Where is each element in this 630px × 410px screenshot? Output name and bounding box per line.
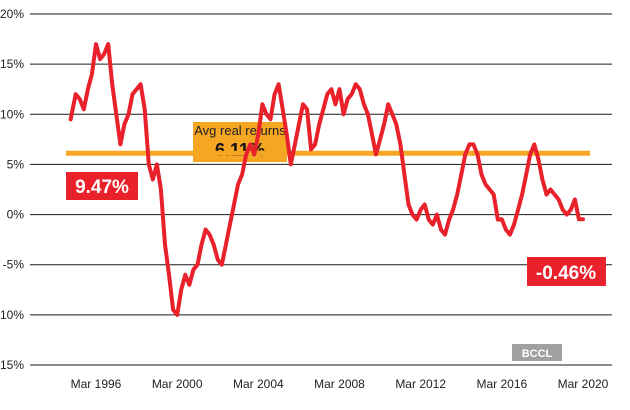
x-tick-label: Mar 2012 [395, 377, 446, 391]
start-value-tag-box [66, 172, 138, 200]
y-tick-label: -5% [3, 258, 25, 272]
series-line [68, 42, 585, 317]
y-tick-label: -15% [0, 358, 24, 372]
credit-text: BCCL [522, 348, 553, 360]
start-value-tag-text: 9.47% [75, 177, 129, 198]
y-tick-label: 20% [0, 7, 24, 21]
x-tick-label: Mar 2016 [476, 377, 527, 391]
x-tick-label: Mar 2008 [314, 377, 365, 391]
x-tick-label: Mar 1996 [71, 377, 122, 391]
y-tick-labels: 20% 15% 10% 5% 0% -5% -10% -15% [0, 7, 24, 372]
credit-box [512, 344, 562, 361]
y-tick-label: 5% [7, 157, 25, 171]
tag-layer: 9.47% -0.46% [66, 172, 606, 286]
x-tick-label: Mar 2004 [233, 377, 284, 391]
x-tick-label: Mar 2000 [152, 377, 203, 391]
x-tick-labels: Mar 1996 Mar 2000 Mar 2004 Mar 2008 Mar 2012… [71, 377, 609, 391]
y-tick-label: -10% [0, 308, 24, 322]
series-layer [68, 42, 585, 317]
x-tick-label: Mar 2020 [558, 377, 609, 391]
avg-label-text: Avg real returns [194, 123, 286, 138]
y-tick-label: 10% [0, 107, 24, 121]
y-tick-label: 15% [0, 57, 24, 71]
end-value-tag-text: -0.46% [536, 263, 596, 284]
credit-layer: BCCL [512, 344, 562, 361]
end-value-tag-box [527, 257, 606, 286]
y-tick-label: 0% [7, 208, 25, 222]
